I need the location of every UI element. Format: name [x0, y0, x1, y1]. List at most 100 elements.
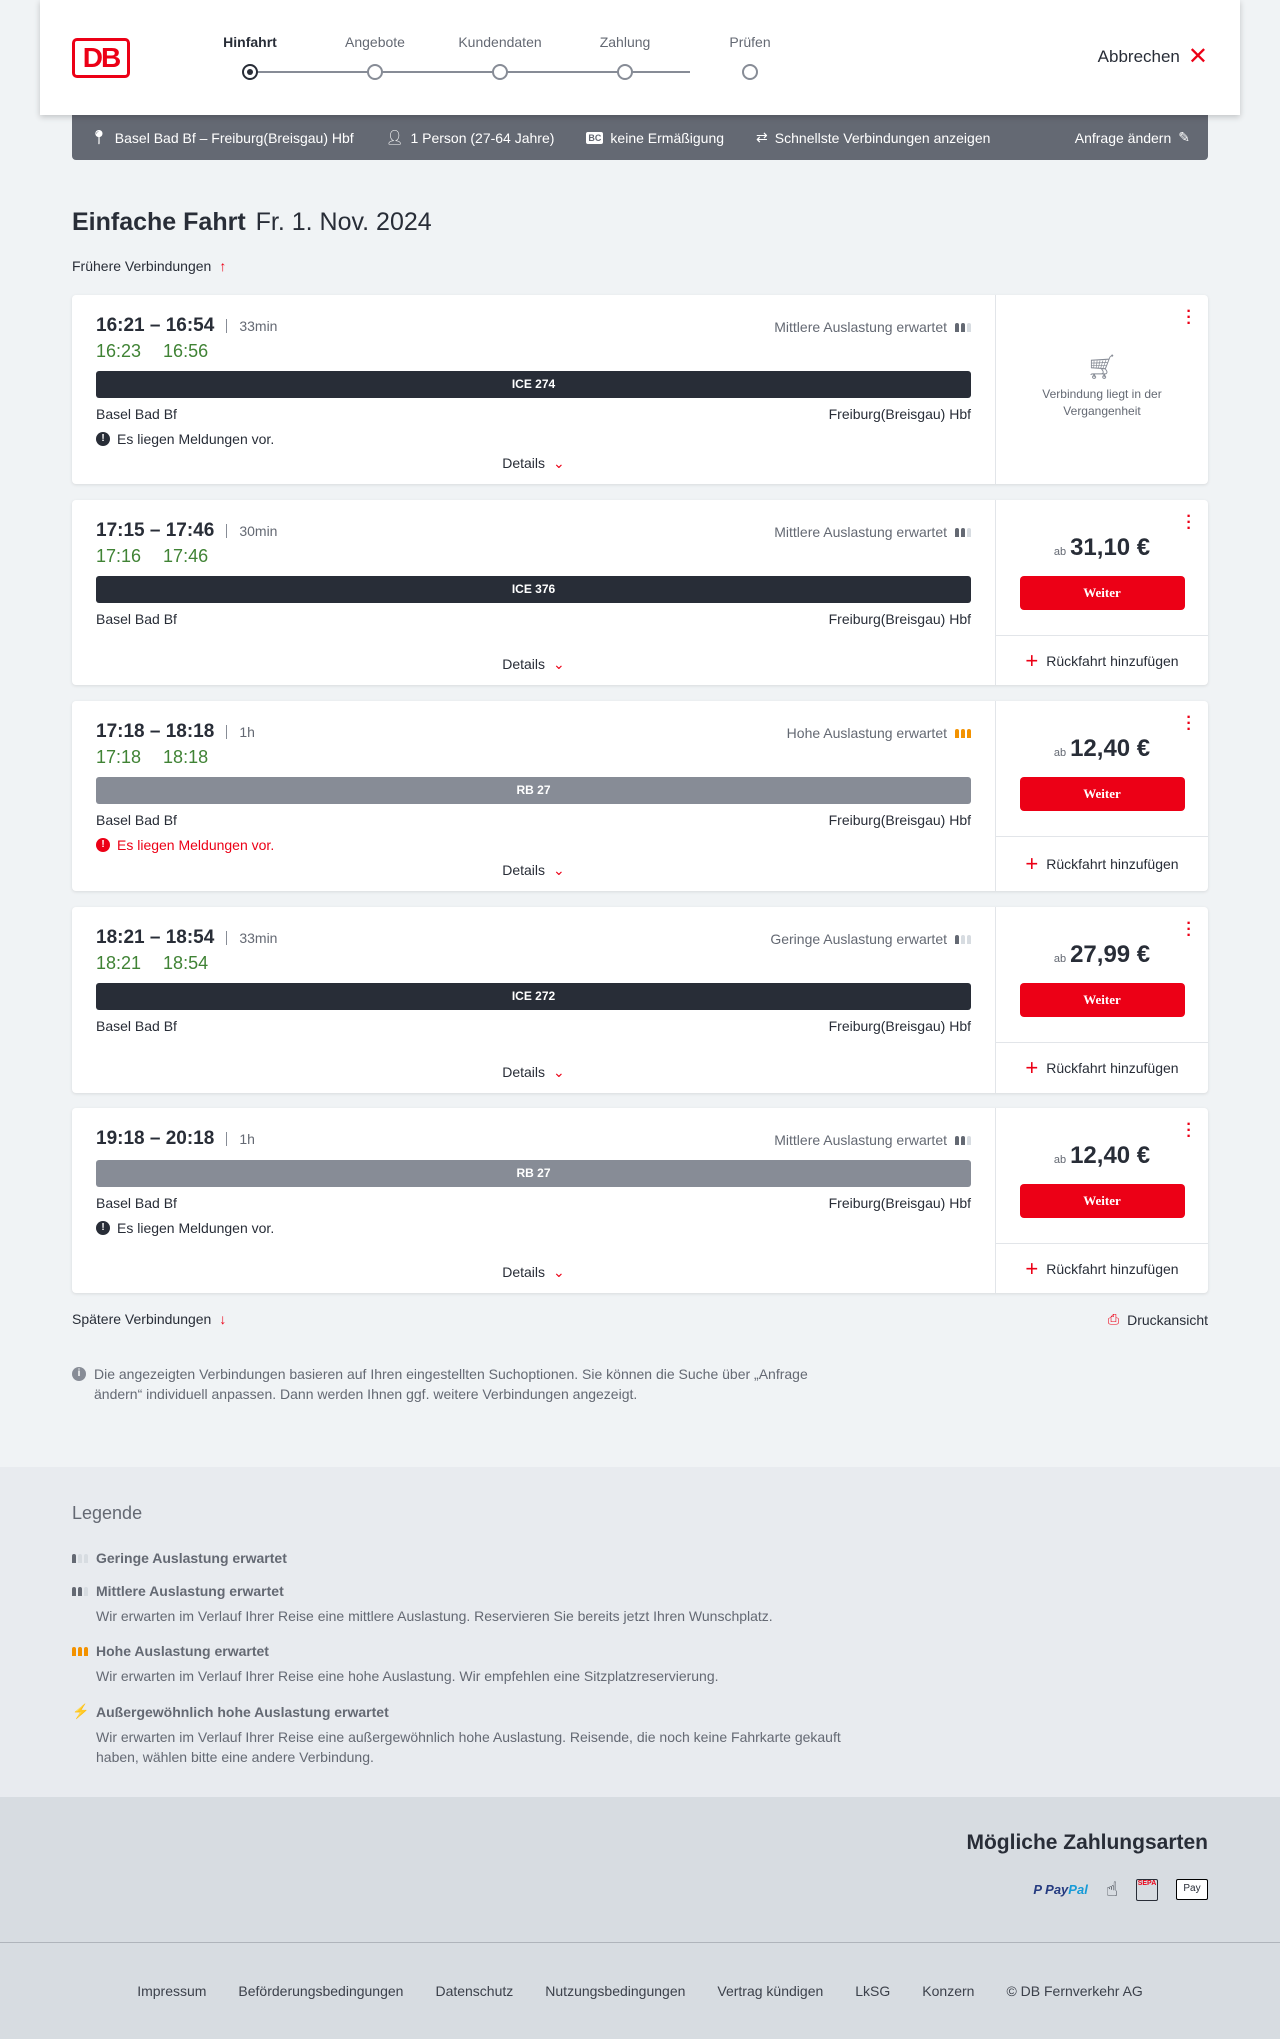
details-toggle[interactable]: Details ⌄	[72, 862, 995, 879]
edit-request-button[interactable]: Anfrage ändern ✎	[1075, 129, 1190, 146]
details-label: Details	[502, 1064, 546, 1080]
step-1: Angebote	[325, 34, 425, 80]
legend-item-title: Hohe Auslastung erwartet	[96, 1643, 269, 1659]
load-indicator: Mittlere Auslastung erwartet	[774, 319, 971, 335]
later-connections-link[interactable]: Spätere Verbindungen ↓	[72, 1311, 226, 1327]
chevron-down-icon: ⌄	[553, 1064, 565, 1080]
details-toggle[interactable]: Details ⌄	[72, 656, 995, 673]
legend-item: ⚡ Außergewöhnlich hohe Auslastung erwarte…	[72, 1703, 1208, 1767]
continue-button[interactable]: Weiter	[1019, 777, 1185, 811]
footer-link[interactable]: Datenschutz	[435, 1983, 514, 1999]
step-label: Hinfahrt	[223, 34, 277, 50]
info-note: i Die angezeigten Verbindungen basieren a…	[72, 1364, 852, 1404]
legend-item-text: Wir erwarten im Verlauf Ihrer Reise eine…	[96, 1729, 841, 1765]
details-toggle[interactable]: Details ⌄	[72, 1064, 995, 1081]
chevron-down-icon: ⌄	[553, 656, 565, 672]
duration: 1h	[226, 1132, 255, 1146]
load-indicator: Hohe Auslastung erwartet	[787, 725, 971, 741]
train-bar[interactable]: ICE 272	[96, 983, 971, 1010]
discount-text: keine Ermäßigung	[610, 129, 725, 146]
alert-icon: !	[96, 432, 110, 446]
more-options-icon[interactable]: · · ·	[1186, 508, 1192, 537]
train-bar[interactable]: RB 27	[96, 777, 971, 804]
step-2: Kundendaten	[450, 34, 550, 80]
cancel-button[interactable]: Abbrechen ✕	[1098, 45, 1208, 69]
train-bar[interactable]: ICE 274	[96, 371, 971, 398]
message-notice: ! Es liegen Meldungen vor.	[96, 431, 971, 447]
medium-load-icon	[955, 1135, 971, 1145]
planned-time: 18:21 – 18:54	[96, 927, 215, 948]
edit-text: Anfrage ändern	[1074, 129, 1172, 146]
price-value: 27,99 €	[1070, 941, 1151, 968]
realtime-departure: 16:23	[96, 341, 142, 361]
persons-text: 1 Person (27-64 Jahre)	[410, 129, 555, 146]
add-return-button[interactable]: + Rückfahrt hinzufügen	[996, 1244, 1208, 1293]
chevron-down-icon: ⌄	[553, 455, 565, 471]
print-view-link[interactable]: ⎙ Druckansicht	[1108, 1311, 1208, 1328]
past-connection-notice: 🛒︎ Verbindung liegt in der Vergangenheit	[996, 356, 1208, 420]
more-options-icon[interactable]: · · ·	[1186, 915, 1192, 944]
plus-icon: +	[1025, 851, 1039, 876]
chevron-down-icon: ⌄	[553, 862, 565, 878]
planned-time: 17:18 – 18:18	[96, 721, 215, 742]
add-return-button[interactable]: + Rückfahrt hinzufügen	[996, 837, 1208, 891]
person-icon: 👤︎	[385, 129, 404, 145]
duration: 33min	[226, 931, 277, 945]
swap-icon: ⇄	[756, 129, 768, 145]
location-pin-icon: 📍︎	[90, 129, 108, 145]
continue-button[interactable]: Weiter	[1019, 576, 1185, 610]
more-options-icon[interactable]: · · ·	[1186, 1116, 1192, 1145]
price: ab 31,10 €	[996, 534, 1208, 562]
step-label: Kundendaten	[458, 34, 542, 50]
db-logo[interactable]: DB	[72, 38, 130, 78]
legend-item-title: Mittlere Auslastung erwartet	[96, 1583, 284, 1599]
duration: 30min	[226, 524, 277, 538]
payment-title: Mögliche Zahlungsarten	[966, 1831, 1208, 1854]
continue-button[interactable]: Weiter	[1019, 983, 1185, 1017]
more-options-icon[interactable]: · · ·	[1186, 303, 1192, 332]
add-return-button[interactable]: + Rückfahrt hinzufügen	[996, 1043, 1208, 1093]
add-return-button[interactable]: + Rückfahrt hinzufügen	[996, 636, 1208, 685]
earlier-label: Frühere Verbindungen	[72, 258, 212, 274]
footer: Impressum Beförderungsbedingungen Datensch…	[0, 1943, 1280, 2039]
footer-link[interactable]: Konzern	[922, 1983, 975, 1999]
footer-link[interactable]: Beförderungsbedingungen	[238, 1983, 404, 1999]
train-bar[interactable]: RB 27	[96, 1160, 971, 1187]
past-text: Verbindung liegt in der Vergangenheit	[1042, 387, 1162, 418]
realtime: 16:23 16:56	[96, 341, 971, 365]
continue-button[interactable]: Weiter	[1019, 1184, 1185, 1218]
load-text: Mittlere Auslastung erwartet	[774, 319, 947, 335]
earlier-connections-link[interactable]: Frühere Verbindungen ↑	[72, 258, 226, 274]
fastest-toggle[interactable]: ⇄ Schnellste Verbindungen anzeigen	[756, 129, 990, 146]
departure-station: Basel Bad Bf	[96, 611, 177, 627]
return-label: Rückfahrt hinzufügen	[1046, 652, 1179, 669]
more-options-icon[interactable]: · · ·	[1186, 709, 1192, 738]
load-indicator: Mittlere Auslastung erwartet	[774, 524, 971, 540]
price-prefix: ab	[1053, 1154, 1067, 1166]
connection-card: 18:21 – 18:54 33min Geringe Auslastung er…	[72, 907, 1208, 1093]
footer-link: © DB Fernverkehr AG	[1006, 1983, 1143, 1999]
load-text: Mittlere Auslastung erwartet	[774, 524, 947, 540]
high-load-icon	[955, 728, 971, 738]
details-toggle[interactable]: Details ⌄	[72, 1264, 995, 1281]
details-toggle[interactable]: Details ⌄	[72, 455, 995, 472]
realtime-arrival: 18:18	[163, 747, 209, 767]
footer-link[interactable]: Vertrag kündigen	[717, 1983, 824, 1999]
medium-load-icon	[955, 527, 971, 537]
step-0: Hinfahrt	[200, 34, 300, 80]
load-text: Hohe Auslastung erwartet	[786, 725, 947, 741]
details-label: Details	[502, 862, 546, 878]
train-bar[interactable]: ICE 376	[96, 576, 971, 603]
trip-date: Fr. 1. Nov. 2024	[255, 208, 432, 236]
route-text: Basel Bad Bf – Freiburg(Breisgau) Hbf	[114, 129, 354, 146]
return-label: Rückfahrt hinzufügen	[1046, 856, 1179, 872]
footer-link[interactable]: Nutzungsbedingungen	[545, 1983, 686, 1999]
legend-item: Geringe Auslastung erwartet	[72, 1550, 1208, 1566]
load-indicator: Mittlere Auslastung erwartet	[774, 1132, 971, 1148]
footer-link[interactable]: LkSG	[855, 1983, 891, 1999]
legend-item-text: Wir erwarten im Verlauf Ihrer Reise eine…	[96, 1668, 719, 1684]
credit-card-icon: ☝︎	[1105, 1879, 1118, 1901]
footer-link[interactable]: Impressum	[137, 1983, 207, 1999]
legend-item-title: Außergewöhnlich hohe Auslastung erwartet	[96, 1703, 389, 1720]
alert-icon: !	[96, 1221, 110, 1235]
